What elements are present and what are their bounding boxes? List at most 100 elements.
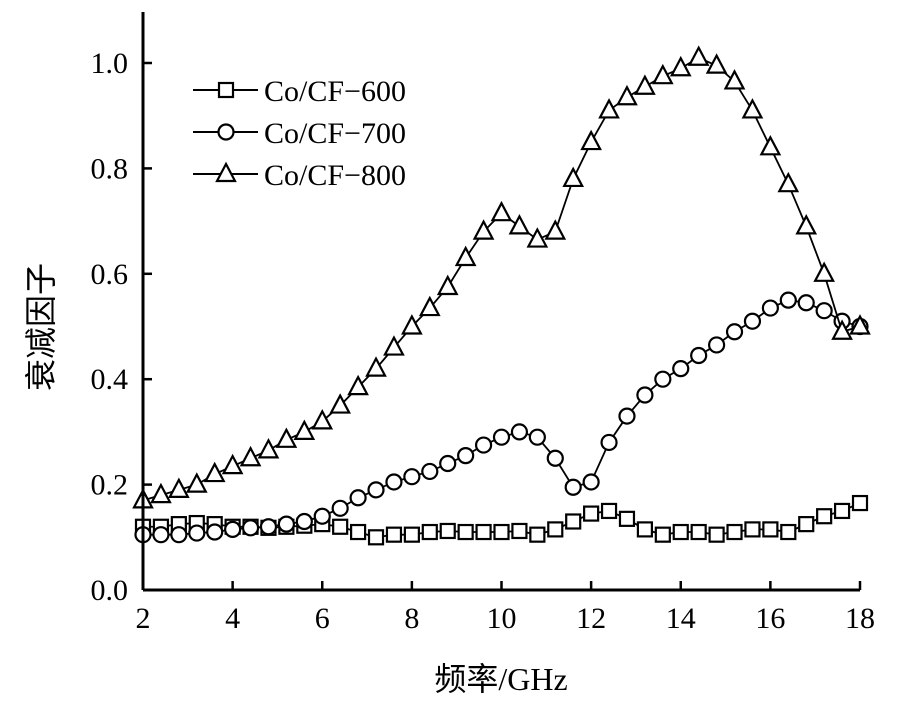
data-point <box>723 69 746 90</box>
data-point <box>651 63 674 85</box>
data-point <box>813 261 835 282</box>
y-tick-label: 0.8 <box>91 152 129 185</box>
data-point <box>367 529 385 546</box>
data-point <box>259 518 278 536</box>
x-tick-label: 8 <box>404 602 419 635</box>
data-point <box>583 505 600 522</box>
data-point <box>795 214 818 235</box>
data-point <box>383 335 405 356</box>
data-point <box>224 520 242 538</box>
data-point <box>725 323 744 341</box>
data-point <box>367 481 385 499</box>
data-point <box>206 523 224 541</box>
series-square <box>134 494 869 546</box>
x-tick-label: 14 <box>666 602 696 635</box>
data-point <box>744 521 761 538</box>
x-tick-label: 10 <box>487 602 517 635</box>
legend-marker <box>217 123 235 141</box>
data-point <box>350 523 367 541</box>
data-point <box>510 423 529 441</box>
data-point <box>403 468 421 486</box>
data-point <box>203 461 226 483</box>
data-point <box>152 526 170 544</box>
data-point <box>528 428 546 446</box>
data-point <box>421 462 439 481</box>
legend-marker <box>215 161 237 183</box>
data-point <box>634 74 656 95</box>
data-point <box>508 214 531 235</box>
legend-marker <box>217 81 235 99</box>
x-tick-label: 6 <box>315 602 330 635</box>
data-point <box>669 55 692 77</box>
data-point <box>529 526 546 543</box>
data-point <box>385 473 403 491</box>
data-point <box>708 526 725 543</box>
data-point <box>797 294 815 312</box>
data-point <box>241 519 260 537</box>
y-tick-label: 0.4 <box>91 363 129 396</box>
data-point <box>833 502 851 520</box>
data-point <box>831 319 853 340</box>
data-point <box>275 427 298 448</box>
tick-labels: 2 4 6 8 10 12 14 16 18 0.0 0.2 0.4 0.6 0.8 1.0 <box>91 47 876 635</box>
data-point <box>493 523 510 541</box>
data-point <box>618 510 636 527</box>
series-line <box>143 299 861 536</box>
data-point <box>762 521 779 538</box>
legend: Co/CF−600 Co/CF−700 Co/CF−800 <box>193 75 406 192</box>
data-point <box>526 227 549 248</box>
data-point <box>690 346 708 365</box>
series-triangle <box>132 45 871 509</box>
data-point <box>349 489 367 507</box>
data-point <box>547 521 564 538</box>
data-point <box>185 472 208 493</box>
data-point <box>454 245 477 267</box>
data-point <box>759 134 782 156</box>
legend-label: Co/CF−800 <box>264 159 406 192</box>
data-point <box>221 453 244 475</box>
data-point <box>457 523 474 541</box>
data-point <box>815 302 833 320</box>
data-point <box>636 521 654 538</box>
data-point <box>492 428 511 446</box>
data-point <box>600 502 618 520</box>
plot-series <box>132 45 871 546</box>
data-point <box>851 494 869 512</box>
data-point <box>654 370 672 388</box>
data-point <box>311 409 334 430</box>
data-point <box>672 360 690 378</box>
data-point <box>546 449 564 467</box>
data-point <box>565 513 582 530</box>
data-point <box>544 219 567 240</box>
data-point <box>188 524 206 542</box>
data-point <box>439 454 457 473</box>
y-tick-label: 0.6 <box>91 258 129 291</box>
data-point <box>475 523 492 541</box>
data-point <box>329 393 352 414</box>
data-point <box>239 445 262 467</box>
data-point <box>580 129 602 151</box>
data-point <box>849 314 871 335</box>
y-tick-label: 0.0 <box>91 574 129 607</box>
data-point <box>170 526 188 544</box>
data-point <box>472 219 495 240</box>
data-point <box>618 407 636 425</box>
data-point <box>616 84 638 106</box>
data-point <box>798 516 815 533</box>
data-point <box>690 523 707 541</box>
data-point <box>816 508 833 525</box>
x-axis-label: 频率/GHz <box>434 661 567 697</box>
data-point <box>777 171 800 193</box>
data-point <box>150 482 172 504</box>
series-circle <box>134 291 869 544</box>
legend-item: Co/CF−700 <box>193 117 406 150</box>
data-point <box>562 166 585 188</box>
data-point <box>421 523 438 541</box>
data-point <box>295 512 313 531</box>
data-point <box>331 499 349 517</box>
data-point <box>564 478 582 496</box>
data-point <box>257 437 280 459</box>
legend-item: Co/CF−600 <box>193 75 406 108</box>
data-point <box>401 314 423 335</box>
